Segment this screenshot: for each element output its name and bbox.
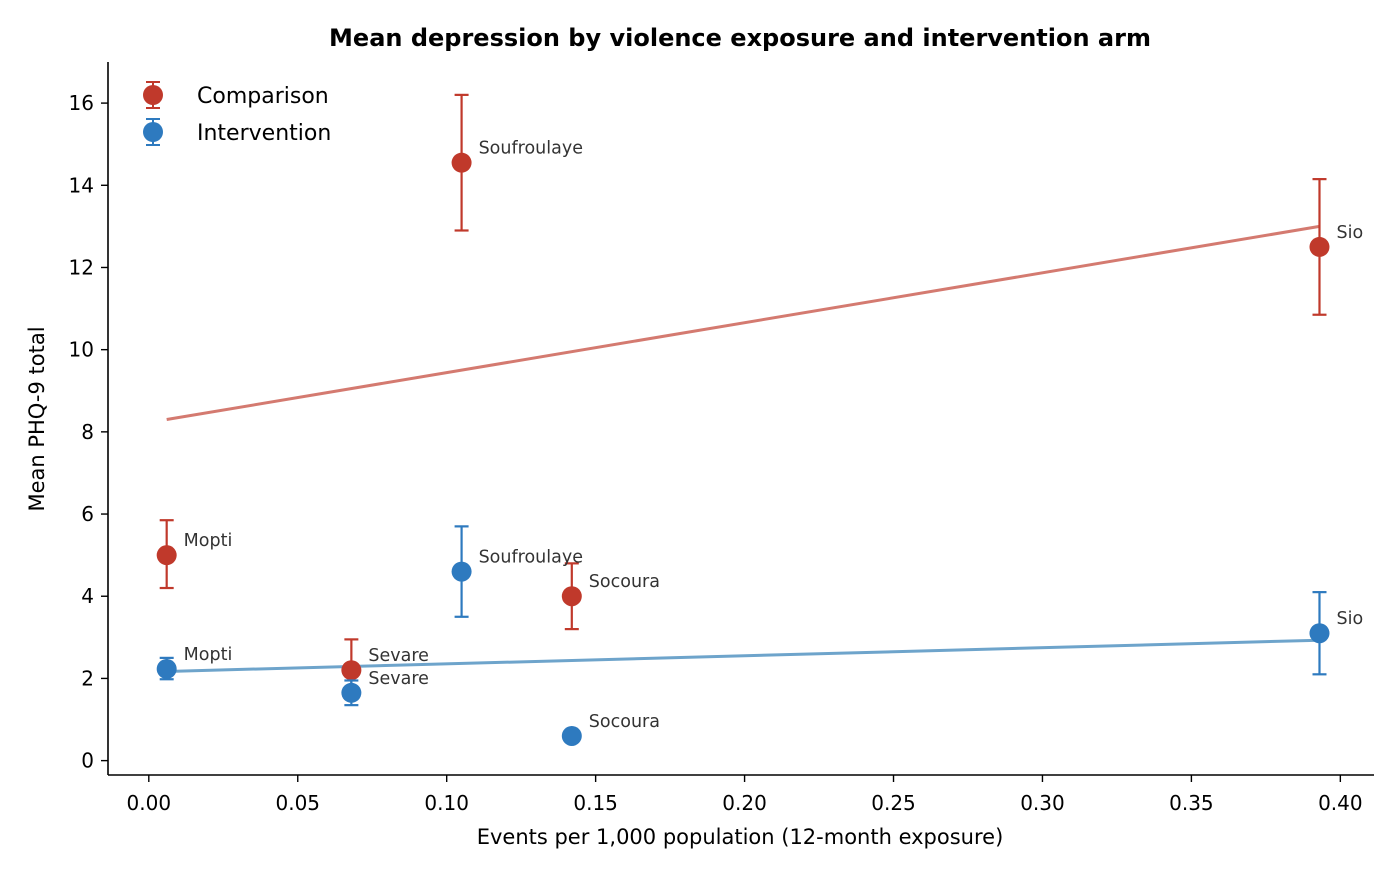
data-point-comparison-mopti: Mopti xyxy=(156,519,233,590)
x-tick-label: 0.15 xyxy=(573,791,618,815)
trend-line-comparison xyxy=(166,224,1320,422)
chart-title: Mean depression by violence exposure and… xyxy=(329,24,1151,52)
marker xyxy=(561,586,582,607)
x-tick-label: 0.25 xyxy=(871,791,916,815)
marker xyxy=(1309,236,1330,257)
legend-entry-comparison: Comparison xyxy=(143,81,329,109)
marker xyxy=(341,682,362,703)
legend-label: Comparison xyxy=(197,84,329,109)
x-tick-label: 0.30 xyxy=(1020,791,1065,815)
x-tick-label: 0.40 xyxy=(1318,791,1363,815)
point-label: Socoura xyxy=(589,712,660,732)
point-label: Mopti xyxy=(184,531,233,551)
data-point-comparison-sio: Sio xyxy=(1309,178,1363,316)
point-label: Soufroulaye xyxy=(479,548,583,568)
y-tick-label: 4 xyxy=(81,584,94,608)
data-point-intervention-socoura: Socoura xyxy=(561,712,660,746)
point-label: Sevare xyxy=(368,646,429,666)
marker xyxy=(156,545,177,566)
y-tick-label: 0 xyxy=(81,749,94,773)
marker xyxy=(561,725,582,746)
legend-marker xyxy=(143,122,163,142)
marker xyxy=(1309,623,1330,644)
x-tick-label: 0.05 xyxy=(275,791,320,815)
y-axis-label: Mean PHQ-9 total xyxy=(25,326,49,511)
point-label: Sio xyxy=(1336,609,1363,629)
x-tick-label: 0.20 xyxy=(722,791,767,815)
data-point-intervention-sevare: Sevare xyxy=(341,669,429,707)
x-tick-label: 0.00 xyxy=(127,791,172,815)
y-tick-label: 10 xyxy=(69,338,94,362)
point-label: Mopti xyxy=(184,645,233,665)
marker xyxy=(451,561,472,582)
data-point-intervention-mopti: Mopti xyxy=(156,645,233,681)
legend-entry-intervention: Intervention xyxy=(143,118,331,146)
trend-line-intervention xyxy=(166,638,1320,673)
data-point-intervention-sio: Sio xyxy=(1309,591,1363,676)
legend-marker xyxy=(143,85,163,105)
data-point-comparison-soufroulaye: Soufroulaye xyxy=(451,93,583,232)
marker xyxy=(341,660,362,681)
y-tick-label: 14 xyxy=(69,173,94,197)
x-axis-label: Events per 1,000 population (12-month ex… xyxy=(477,825,1004,849)
legend: Comparison Intervention xyxy=(143,81,331,146)
x-tick-label: 0.35 xyxy=(1169,791,1214,815)
data-point-intervention-soufroulaye: Soufroulaye xyxy=(451,525,583,618)
legend-label: Intervention xyxy=(197,121,331,146)
point-label: Soufroulaye xyxy=(479,139,583,159)
point-label: Sio xyxy=(1336,223,1363,243)
trend-lines xyxy=(166,224,1320,673)
point-label: Socoura xyxy=(589,572,660,592)
x-tick-label: 0.10 xyxy=(424,791,469,815)
data-point-comparison-sevare: Sevare xyxy=(341,638,429,701)
y-tick-label: 2 xyxy=(81,666,94,690)
axes: 0.00 0.05 0.10 0.15 0.20 0.25 0.30 0.35 0.40 0 2 4 6… xyxy=(69,62,1374,815)
y-tick-label: 16 xyxy=(69,91,94,115)
marker xyxy=(451,152,472,173)
data-point-comparison-socoura: Socoura xyxy=(561,562,660,631)
data-points: Mopti Sevare Soufroulaye Socoura Sio Mopti Sev… xyxy=(156,93,1363,746)
y-tick-label: 6 xyxy=(81,502,94,526)
y-tick-label: 12 xyxy=(69,255,94,279)
point-label: Sevare xyxy=(368,669,429,689)
marker xyxy=(156,658,177,679)
y-tick-label: 8 xyxy=(81,420,94,444)
